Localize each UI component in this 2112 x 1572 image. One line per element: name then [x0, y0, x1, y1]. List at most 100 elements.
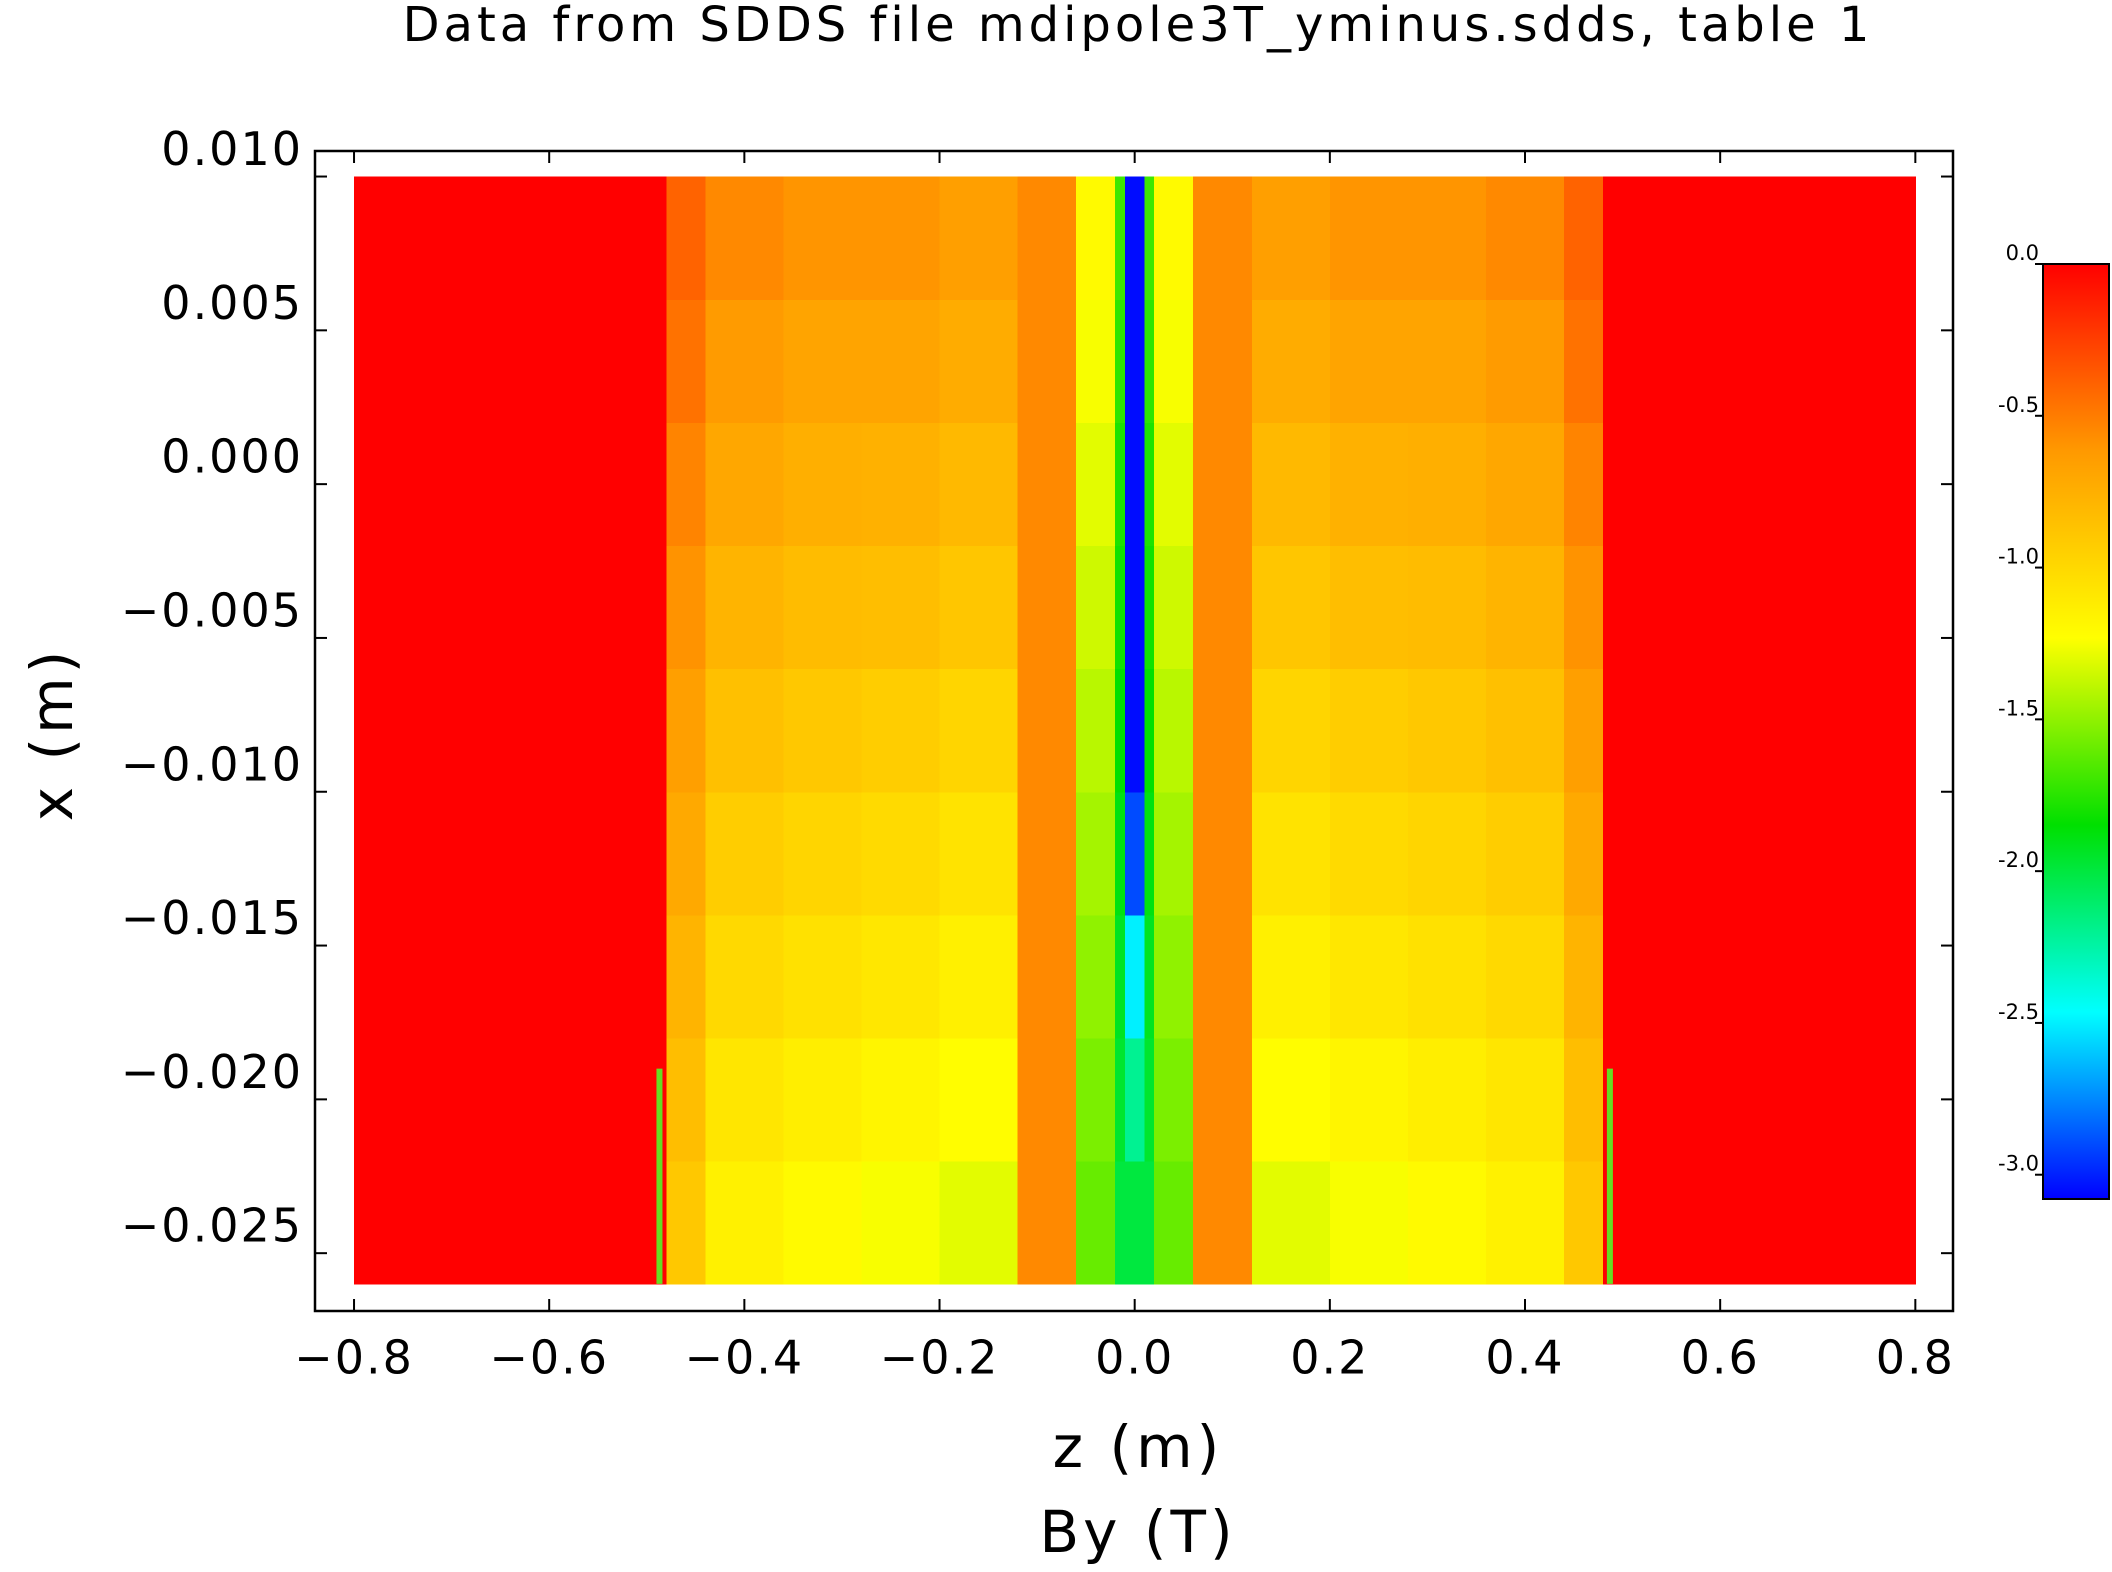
heatmap-cell: [705, 668, 784, 793]
heatmap-cell: [1485, 299, 1565, 424]
heatmap-cell: [1193, 1037, 1253, 1162]
heatmap-cell: [1564, 545, 1604, 670]
heatmap-cell: [705, 176, 784, 301]
heatmap-cell: [1251, 1037, 1331, 1162]
heatmap-cell: [861, 422, 941, 547]
heatmap-cell: [666, 176, 706, 301]
heatmap-cell: [1251, 545, 1331, 670]
heatmap-cell: [1124, 176, 1145, 301]
heatmap-cell: [1144, 1037, 1155, 1162]
heatmap-cell: [1076, 668, 1116, 793]
heatmap-cell: [1144, 1160, 1155, 1285]
x-tick-label: −0.8: [294, 1331, 414, 1385]
heatmap-cell: [1115, 299, 1126, 424]
heatmap-cell: [1485, 545, 1565, 670]
heatmap-cell: [1154, 545, 1194, 670]
heatmap-cell: [1603, 914, 1916, 1039]
heatmap-cell: [1329, 668, 1409, 793]
heatmap-cell: [939, 791, 1019, 916]
x-tick-label: 0.0: [1095, 1331, 1174, 1385]
heatmap-cell: [666, 668, 706, 793]
heatmap-cell: [354, 668, 667, 793]
heatmap-cell: [1193, 176, 1253, 301]
heatmap-cell: [1144, 914, 1155, 1039]
x-axis-label: z (m): [1053, 1413, 1224, 1481]
heatmap-cell: [783, 914, 862, 1039]
y-tick-label: −0.025: [121, 1199, 303, 1253]
heatmap-cell: [1154, 791, 1194, 916]
heatmap-cell: [939, 914, 1019, 1039]
heatmap-cell: [783, 545, 862, 670]
y-tick-label: −0.005: [121, 583, 303, 637]
heatmap-cell: [1251, 1160, 1331, 1285]
heatmap-cell: [1564, 1037, 1604, 1162]
heatmap-cell: [1407, 791, 1487, 916]
heatmap-cell: [1115, 422, 1126, 547]
heatmap-cell: [1115, 545, 1126, 670]
heatmap-cell: [1603, 545, 1916, 670]
colorbar-tick-label: -1.0: [1998, 545, 2039, 569]
y-tick-label: −0.020: [121, 1045, 303, 1099]
heatmap-cell: [1251, 299, 1331, 424]
colorbar-label: By (T): [1039, 1498, 1236, 1566]
heatmap-cell: [1154, 1037, 1194, 1162]
heatmap-cell: [1603, 668, 1916, 793]
heatmap-cell: [1603, 791, 1916, 916]
heatmap-cell: [1603, 1160, 1916, 1285]
heatmap-cell: [783, 1160, 862, 1285]
heatmap-cell: [1124, 914, 1145, 1039]
y-tick-label: −0.010: [121, 737, 303, 791]
heatmap-cell: [666, 1037, 706, 1162]
heatmap-cell: [705, 422, 784, 547]
heatmap-cell: [1115, 1037, 1126, 1162]
heatmap-cell: [1329, 422, 1409, 547]
heatmap-cell: [1124, 1160, 1145, 1285]
heatmap-cell: [1115, 176, 1126, 301]
heatmap-cell: [1115, 668, 1126, 793]
heatmap-cell: [783, 791, 862, 916]
heatmap-cell: [1564, 299, 1604, 424]
heatmap-cell: [705, 791, 784, 916]
heatmap-cell: [1407, 914, 1487, 1039]
heatmap-cell: [1124, 422, 1145, 547]
heatmap-cell: [705, 545, 784, 670]
heatmap-cell: [1564, 176, 1604, 301]
y-axis-label: x (m): [18, 647, 86, 822]
heatmap-cell: [1485, 914, 1565, 1039]
heatmap-cell: [1017, 1037, 1077, 1162]
heatmap-cell: [666, 791, 706, 916]
x-tick-label: −0.6: [489, 1331, 609, 1385]
heatmap-cell: [1017, 914, 1077, 1039]
heatmap-cell: [1564, 791, 1604, 916]
heatmap-cell: [1144, 545, 1155, 670]
colorbar-tick-label: -0.5: [1998, 393, 2039, 417]
heatmap-cell: [705, 1037, 784, 1162]
heatmap-cell: [1017, 791, 1077, 916]
heatmap-cell: [666, 422, 706, 547]
heatmap-cell: [1485, 1160, 1565, 1285]
heatmap-cell: [1144, 422, 1155, 547]
heatmap-cell: [1329, 791, 1409, 916]
y-tick-label: 0.005: [161, 276, 303, 330]
heatmap-cell: [939, 176, 1019, 301]
heatmap-cell: [1407, 1037, 1487, 1162]
heatmap-cell: [1603, 422, 1916, 547]
heatmap-cell: [1564, 1160, 1604, 1285]
heatmap-cell: [1115, 1160, 1126, 1285]
heatmap-cell: [1329, 176, 1409, 301]
colorbar-tick-label: -2.0: [1998, 848, 2039, 872]
heatmap-cell: [1076, 299, 1116, 424]
heatmap-cell: [1251, 791, 1331, 916]
heatmap-cell: [1193, 1160, 1253, 1285]
heatmap-cell: [1115, 914, 1126, 1039]
heatmap-cell: [705, 299, 784, 424]
heatmap-cell: [354, 1037, 667, 1162]
heatmap-cell: [939, 422, 1019, 547]
heatmap-cell: [354, 1160, 667, 1285]
heatmap-cell: [1124, 299, 1145, 424]
heatmap-cell: [1144, 176, 1155, 301]
heatmap-cell: [1193, 668, 1253, 793]
heatmap-cell: [666, 1160, 706, 1285]
heatmap-cell: [1017, 299, 1077, 424]
heatmap-cell: [1564, 668, 1604, 793]
